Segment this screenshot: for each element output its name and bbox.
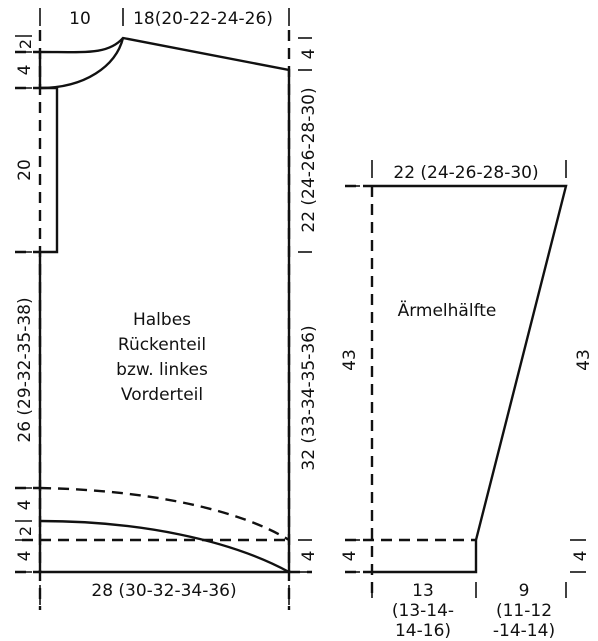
left-4-top-label: 4 — [15, 65, 35, 76]
body-piece-label-line-4: Vorderteil — [121, 385, 203, 405]
right-4-bottom-label: 4 — [299, 551, 319, 562]
sleeve-outline — [372, 184, 568, 574]
body-outline — [38, 36, 291, 574]
body-piece: 10 18(20-22-24-26) 2 4 20 26 (29-32-35-3… — [15, 8, 319, 610]
sleeve-bottom-13-line-1: 13 — [412, 581, 434, 601]
left-26-label: 26 (29-32-35-38) — [15, 297, 35, 442]
body-piece-label-line-2: Rückenteil — [118, 335, 206, 355]
front-hem-curve — [39, 519, 290, 574]
sleeve-bottom-13-line-2: (13-14- — [392, 601, 454, 621]
right-32-label: 32 (33-34-35-36) — [299, 325, 319, 470]
sleeve-bottom-13-line-3: 14-16) — [395, 621, 451, 641]
neckline-curve — [39, 37, 125, 90]
left-small-top-label: 2 — [16, 39, 35, 49]
right-22-label: 22 (24-26-28-30) — [299, 87, 319, 232]
left-4-mid-label: 4 — [15, 500, 35, 511]
sleeve-piece-label: Ärmelhälfte — [398, 300, 497, 321]
sleeve-bottom-9-line-2: (11-12 — [496, 601, 552, 621]
left-small-bottom-label: 2 — [16, 526, 35, 536]
sleeve-bottom-9-line-1: 9 — [519, 581, 530, 601]
top-left-width-label: 10 — [69, 9, 91, 29]
sleeve-top-width-label: 22 (24-26-28-30) — [393, 163, 538, 183]
body-piece-label-line-3: bzw. linkes — [116, 360, 208, 380]
sleeve-right-43-label: 43 — [574, 349, 594, 371]
sleeve-left-43-label: 43 — [340, 349, 360, 371]
back-hem-dashed-curve — [39, 486, 290, 542]
sleeve-left-4-label: 4 — [340, 551, 360, 562]
left-4-bottom-label: 4 — [15, 551, 35, 562]
bottom-width-label: 28 (30-32-34-36) — [91, 581, 236, 601]
sleeve-piece: 22 (24-26-28-30) 43 43 4 4 Ärmelhälfte 1… — [340, 160, 594, 641]
sleeve-bottom-9-line-3: -14-14) — [493, 621, 555, 641]
body-piece-label-line-1: Halbes — [133, 310, 191, 330]
sleeve-right-4-label: 4 — [571, 551, 591, 562]
left-20-label: 20 — [15, 159, 35, 181]
top-right-width-label: 18(20-22-24-26) — [133, 9, 273, 29]
right-4-top-label: 4 — [299, 49, 319, 60]
